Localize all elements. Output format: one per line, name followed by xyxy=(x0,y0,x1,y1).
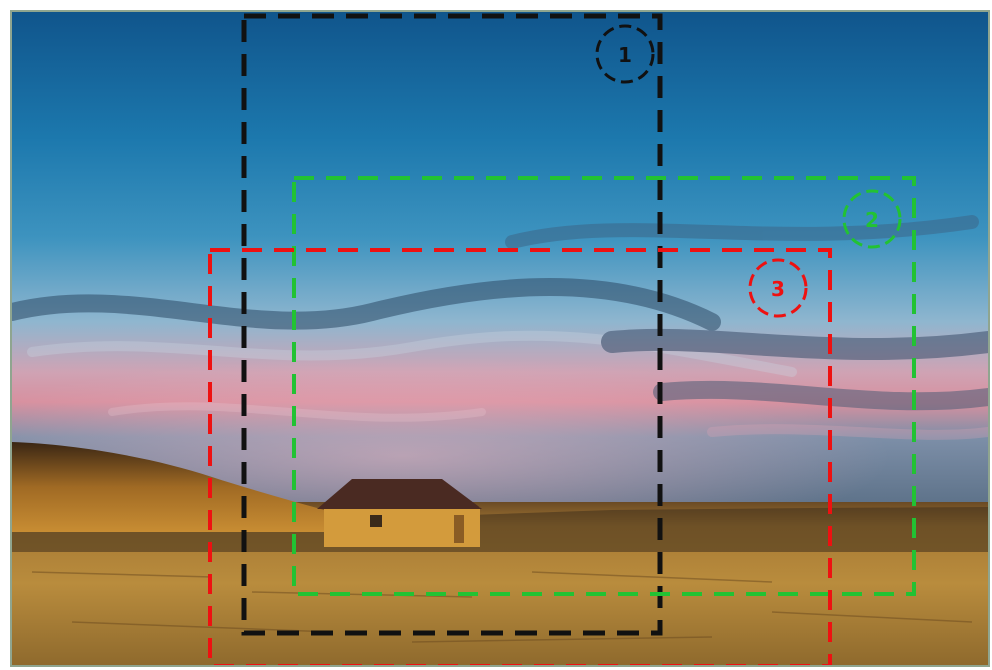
crop-box-2 xyxy=(292,176,916,596)
grass-texture xyxy=(31,571,973,643)
crop-marker-3 xyxy=(748,258,808,318)
crop-region-2 xyxy=(292,176,916,596)
crop-marker-2 xyxy=(842,189,902,249)
crop-label-1: 1 xyxy=(618,43,632,67)
clouds xyxy=(12,215,988,440)
landscape-photo: 1 2 3 xyxy=(12,12,988,665)
house xyxy=(317,479,482,547)
crop-region-1 xyxy=(241,13,663,636)
hill xyxy=(12,442,332,532)
house-roof xyxy=(317,479,482,509)
crop-box-3 xyxy=(208,248,832,665)
crop-label-2: 2 xyxy=(865,208,879,232)
crop-marker-1 xyxy=(595,24,655,84)
crop-box-1 xyxy=(241,13,663,636)
house-door xyxy=(454,515,464,543)
photo-frame: 1 2 3 xyxy=(10,10,990,667)
crop-region-3 xyxy=(208,248,832,665)
crop-label-3: 3 xyxy=(771,277,785,301)
house-window xyxy=(370,515,382,527)
